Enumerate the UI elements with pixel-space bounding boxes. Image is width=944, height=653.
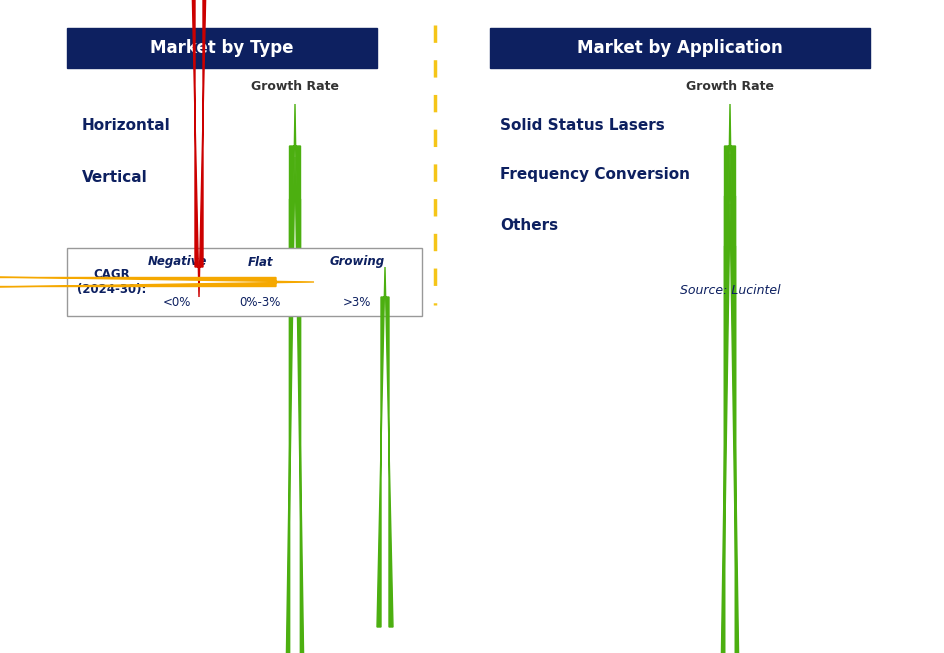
Bar xyxy=(490,28,869,68)
Text: Horizontal: Horizontal xyxy=(82,118,171,133)
Text: <0%: <0% xyxy=(162,296,191,308)
Polygon shape xyxy=(718,104,740,653)
Polygon shape xyxy=(284,104,306,653)
Polygon shape xyxy=(718,204,740,653)
Text: Source: Lucintel: Source: Lucintel xyxy=(679,283,780,296)
Text: Flat: Flat xyxy=(247,255,273,268)
Polygon shape xyxy=(0,273,313,291)
Text: Market by Type: Market by Type xyxy=(150,39,294,57)
Text: (2024-30):: (2024-30): xyxy=(77,283,146,296)
Polygon shape xyxy=(284,157,306,653)
Text: CAGR: CAGR xyxy=(93,268,130,281)
Text: Growth Rate: Growth Rate xyxy=(685,80,773,93)
Polygon shape xyxy=(191,0,207,297)
Polygon shape xyxy=(718,154,740,653)
Text: Market by Application: Market by Application xyxy=(577,39,782,57)
Text: Solid Status Lasers: Solid Status Lasers xyxy=(499,118,664,133)
Bar xyxy=(67,248,422,316)
Text: Growth Rate: Growth Rate xyxy=(251,80,339,93)
Bar xyxy=(67,28,377,68)
Polygon shape xyxy=(377,267,393,627)
Text: >3%: >3% xyxy=(343,296,371,308)
Text: 0%-3%: 0%-3% xyxy=(239,296,280,308)
Text: Others: Others xyxy=(499,217,558,232)
Text: Vertical: Vertical xyxy=(82,170,147,185)
Text: Frequency Conversion: Frequency Conversion xyxy=(499,168,689,182)
Text: Negative: Negative xyxy=(147,255,207,268)
Text: Growing: Growing xyxy=(329,255,384,268)
